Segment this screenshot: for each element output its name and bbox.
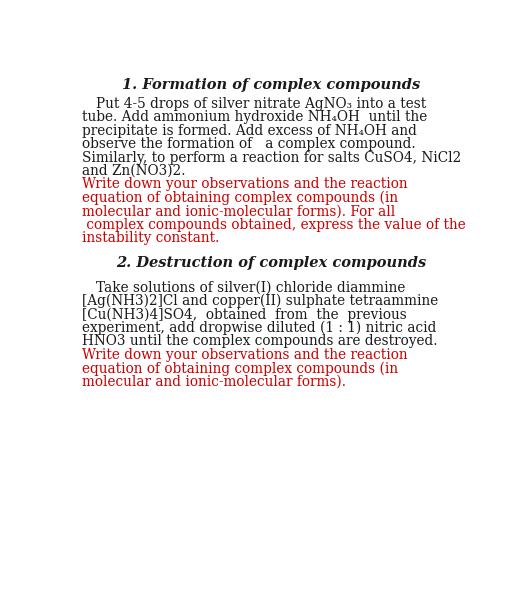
Text: HNO3 until the complex compounds are destroyed.: HNO3 until the complex compounds are des… bbox=[82, 334, 437, 348]
Text: Put 4-5 drops of silver nitrate AgNO₃ into a test: Put 4-5 drops of silver nitrate AgNO₃ in… bbox=[96, 97, 426, 110]
Text: tube. Add ammonium hydroxide NH₄OH  until the: tube. Add ammonium hydroxide NH₄OH until… bbox=[82, 110, 427, 124]
Text: [Cu(NH3)4]SO4,  obtained  from  the  previous: [Cu(NH3)4]SO4, obtained from the previou… bbox=[82, 307, 407, 322]
Text: 1. Formation of complex compounds: 1. Formation of complex compounds bbox=[122, 78, 421, 92]
Text: equation of obtaining complex compounds (in: equation of obtaining complex compounds … bbox=[82, 191, 398, 205]
Text: equation of obtaining complex compounds (in: equation of obtaining complex compounds … bbox=[82, 361, 398, 376]
Text: [Ag(NH3)2]Cl and copper(II) sulphate tetraammine: [Ag(NH3)2]Cl and copper(II) sulphate tet… bbox=[82, 294, 438, 308]
Text: molecular and ionic-molecular forms). For all: molecular and ionic-molecular forms). Fo… bbox=[82, 205, 395, 218]
Text: Write down your observations and the reaction: Write down your observations and the rea… bbox=[82, 347, 408, 362]
Text: instability constant.: instability constant. bbox=[82, 232, 219, 245]
Text: Write down your observations and the reaction: Write down your observations and the rea… bbox=[82, 178, 408, 191]
Text: precipitate is formed. Add excess of NH₄OH and: precipitate is formed. Add excess of NH₄… bbox=[82, 124, 417, 137]
Text: molecular and ionic-molecular forms).: molecular and ionic-molecular forms). bbox=[82, 374, 346, 389]
Text: Take solutions of silver(I) chloride diammine: Take solutions of silver(I) chloride dia… bbox=[96, 280, 405, 294]
Text: Similarly, to perform a reaction for salts CuSO4, NiCl2: Similarly, to perform a reaction for sal… bbox=[82, 151, 461, 164]
Text: experiment, add dropwise diluted (1 : 1) nitric acid: experiment, add dropwise diluted (1 : 1)… bbox=[82, 321, 436, 335]
Text: and Zn(NO3)2.: and Zn(NO3)2. bbox=[82, 164, 186, 178]
Text: observe the formation of   a complex compound.: observe the formation of a complex compo… bbox=[82, 137, 416, 151]
Text: complex compounds obtained, express the value of the: complex compounds obtained, express the … bbox=[82, 218, 465, 232]
Text: 2. Destruction of complex compounds: 2. Destruction of complex compounds bbox=[117, 256, 427, 269]
